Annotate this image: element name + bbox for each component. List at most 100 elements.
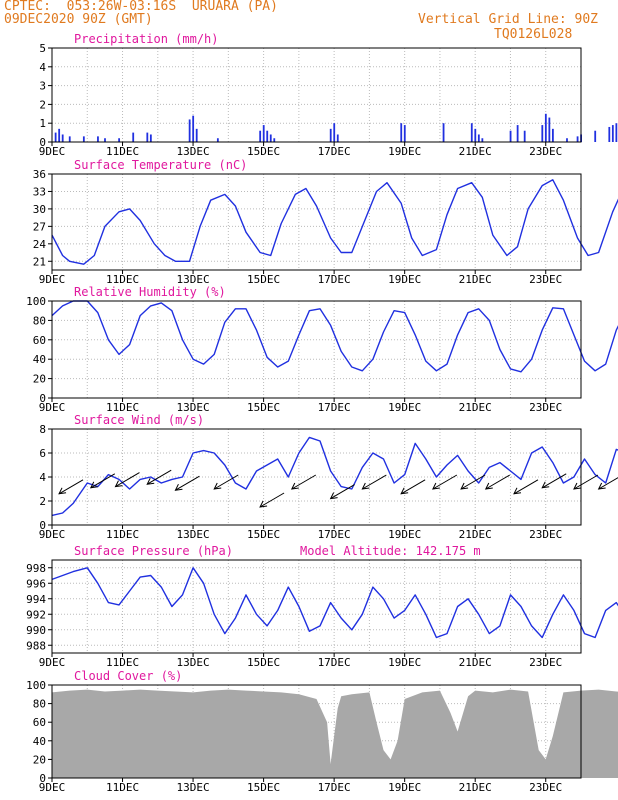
panel-frame (51, 559, 582, 654)
wind-arrow (432, 474, 458, 490)
x-tick-label: 19DEC (388, 528, 421, 541)
wind-arrow (175, 475, 200, 491)
precip-bar (273, 138, 276, 142)
panel-annotation: Model Altitude: 142.175 m (300, 544, 481, 558)
y-tick-label: 24 (33, 238, 47, 251)
x-tick-label: 15DEC (247, 656, 280, 669)
x-tick-label: 17DEC (318, 145, 351, 158)
precip-bar (82, 136, 85, 142)
wind-arrow (573, 474, 599, 490)
wind-arrow-head (400, 487, 409, 495)
wind-arrow (598, 477, 618, 490)
header-grid-line: Vertical Grid Line: 90Z (418, 12, 599, 27)
y-tick-label: 100 (26, 679, 46, 692)
panel-title: Surface Temperature (nC) (74, 158, 247, 172)
wind-arrow-head (58, 487, 67, 495)
wind-arrow-head (361, 482, 370, 490)
panel-title: Surface Pressure (hPa) (74, 544, 233, 558)
y-tick-label: 988 (26, 639, 46, 652)
precip-bar (470, 123, 473, 142)
header-date: 09DEC2020 90Z (GMT) (4, 12, 153, 27)
precip-bar (611, 125, 614, 142)
x-tick-label: 13DEC (177, 656, 210, 669)
wind-arrow (513, 479, 539, 495)
precip-bar (615, 123, 618, 142)
wind-arrow (362, 474, 387, 490)
y-tick-label: 27 (33, 220, 46, 233)
panel-frame (51, 300, 582, 399)
precip-bar (544, 113, 547, 142)
x-tick-label: 13DEC (177, 781, 210, 794)
y-tick-label: 100 (26, 295, 46, 308)
panel-title: Cloud Cover (%) (74, 669, 182, 683)
y-tick-label: 2 (39, 495, 46, 508)
x-tick-label: 11DEC (106, 781, 139, 794)
precip-bar (61, 134, 64, 142)
x-tick-label: 21DEC (459, 781, 492, 794)
precip-bar (474, 128, 477, 142)
y-tick-label: 80 (33, 698, 46, 711)
precip-bar (259, 130, 262, 142)
precip-bar (566, 138, 568, 142)
y-tick-label: 40 (33, 353, 46, 366)
x-tick-label: 21DEC (459, 528, 492, 541)
precip-bar (54, 132, 57, 142)
y-tick-label: 0 (39, 392, 46, 405)
x-tick-label: 11DEC (106, 273, 139, 286)
y-tick-label: 40 (33, 735, 46, 748)
x-tick-label: 17DEC (318, 656, 351, 669)
x-tick-label: 13DEC (177, 145, 210, 158)
wind-arrow-head (573, 482, 582, 490)
wind-arrow-head (213, 482, 222, 490)
x-tick-label: 23DEC (529, 273, 562, 286)
wind-arrow-head (290, 482, 299, 490)
precip-bar (477, 134, 480, 142)
panel-frame (51, 428, 582, 526)
x-tick-label: 21DEC (459, 273, 492, 286)
x-tick-label: 13DEC (177, 528, 210, 541)
precip-bar (523, 130, 526, 142)
wind-arrow (400, 479, 426, 495)
precip-bar (104, 138, 106, 142)
x-tick-label: 11DEC (106, 528, 139, 541)
x-tick-label: 15DEC (247, 528, 280, 541)
x-tick-label: 13DEC (177, 273, 210, 286)
panel-frame (51, 47, 582, 143)
series-line (51, 436, 618, 517)
wind-arrow-head (541, 481, 550, 489)
precip-bar (195, 128, 198, 142)
precip-bar (608, 126, 611, 142)
precip-bar (188, 119, 191, 142)
wind-arrow (330, 484, 355, 500)
y-tick-label: 0 (39, 772, 46, 785)
y-tick-label: 8 (39, 423, 46, 436)
precip-bar (149, 134, 152, 142)
x-tick-label: 21DEC (459, 145, 492, 158)
y-tick-label: 998 (26, 562, 46, 575)
y-tick-label: 996 (26, 577, 46, 590)
precip-bar (118, 138, 121, 142)
x-tick-label: 15DEC (247, 781, 280, 794)
wind-arrow-head (460, 482, 469, 490)
precip-bar (262, 125, 265, 142)
x-tick-label: 9DEC (39, 273, 66, 286)
y-tick-label: 20 (33, 373, 46, 386)
x-tick-label: 23DEC (529, 401, 562, 414)
x-tick-label: 11DEC (106, 401, 139, 414)
panel-title: Relative Humidity (%) (74, 285, 226, 299)
panel-title: Surface Wind (m/s) (74, 413, 204, 427)
precip-bar (68, 136, 71, 142)
cloud-area (52, 689, 618, 778)
wind-arrow-head (513, 487, 522, 495)
y-tick-label: 990 (26, 624, 46, 637)
x-tick-label: 23DEC (529, 781, 562, 794)
y-tick-label: 33 (33, 185, 46, 198)
y-tick-label: 994 (26, 593, 46, 606)
wind-arrow (541, 473, 567, 489)
wind-arrow-head (432, 482, 440, 490)
precip-bar (146, 132, 149, 142)
y-tick-label: 30 (33, 203, 46, 216)
x-tick-label: 23DEC (529, 528, 562, 541)
precip-bar (541, 125, 544, 142)
x-tick-label: 9DEC (39, 528, 66, 541)
